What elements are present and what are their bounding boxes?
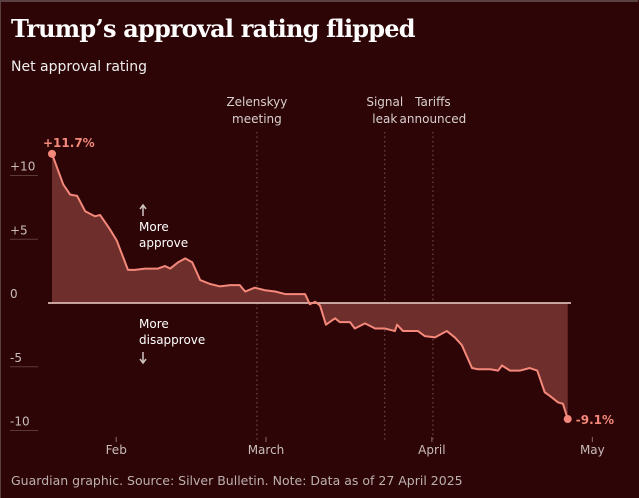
event-label: announced bbox=[400, 112, 467, 126]
y-tick-label: +5 bbox=[10, 223, 28, 237]
series-line bbox=[51, 153, 569, 420]
area-fill bbox=[52, 153, 568, 420]
x-tick-label: May bbox=[580, 443, 605, 457]
more-disapprove-label: More bbox=[139, 317, 169, 331]
start-point bbox=[48, 149, 56, 158]
y-tick-label: -10 bbox=[10, 415, 30, 429]
event-label: Zelenskyy bbox=[226, 95, 287, 109]
event-label: leak bbox=[372, 112, 397, 126]
chart-subtitle: Net approval rating bbox=[11, 59, 148, 75]
x-tick-label: April bbox=[418, 443, 445, 457]
event-label: Signal bbox=[366, 95, 403, 109]
end-value-label: -9.1% bbox=[576, 413, 614, 427]
arrow-down-icon bbox=[139, 352, 147, 365]
y-tick-label: 0 bbox=[10, 287, 18, 301]
arrow-up-icon bbox=[139, 203, 147, 216]
x-tick-label: March bbox=[248, 443, 285, 457]
x-tick-label: Feb bbox=[106, 443, 127, 457]
event-label: meeting bbox=[232, 112, 282, 126]
end-point bbox=[563, 415, 572, 424]
more-approve-label: approve bbox=[139, 236, 188, 250]
chart-footer: Guardian graphic. Source: Silver Bulleti… bbox=[11, 473, 463, 488]
more-approve-label: More bbox=[139, 220, 169, 234]
start-value-label: +11.7% bbox=[43, 136, 95, 150]
event-label: Tariffs bbox=[414, 95, 450, 109]
more-disapprove-label: disapprove bbox=[139, 333, 205, 347]
y-tick-label: +10 bbox=[10, 160, 35, 174]
chart-title: Trump’s approval rating flipped bbox=[11, 14, 416, 43]
y-tick-label: -5 bbox=[10, 351, 22, 365]
